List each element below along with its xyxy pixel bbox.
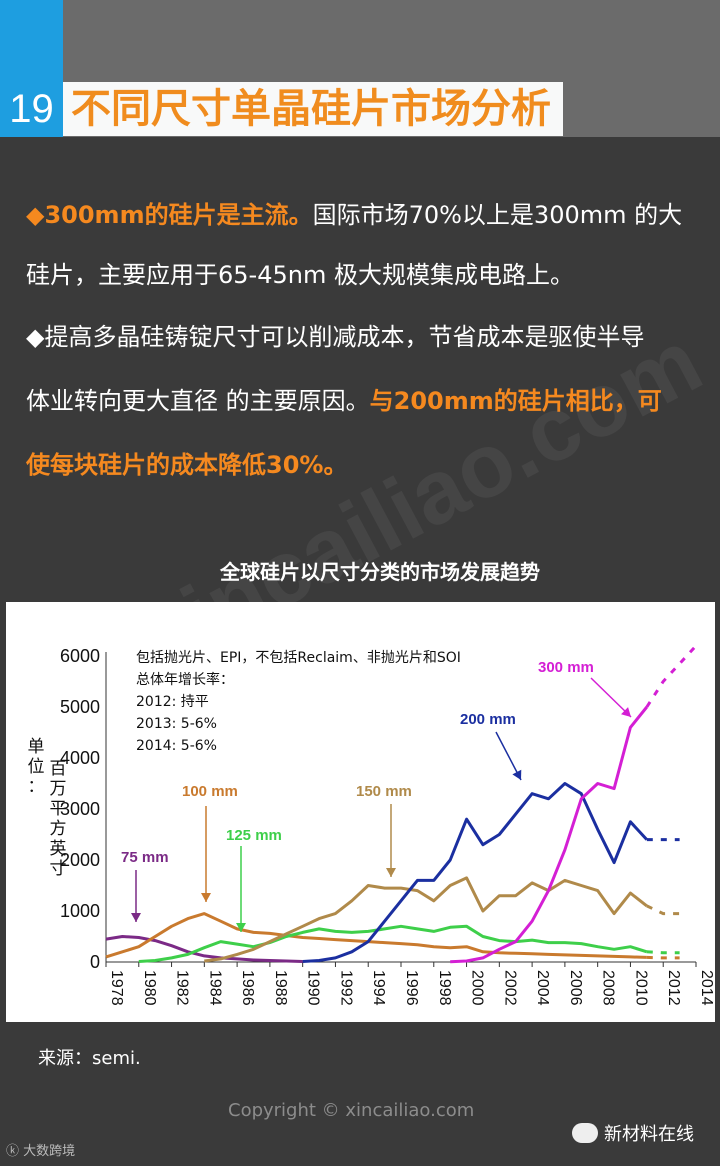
x-tick-label: 2012 (665, 970, 682, 1006)
annotation-arrowhead (512, 769, 522, 780)
y-axis-label-char: 百 (50, 759, 67, 779)
annotation-arrowhead (236, 923, 246, 932)
number-block (0, 0, 63, 137)
x-tick-label: 2010 (632, 970, 649, 1006)
forecast-line-125mm (646, 950, 680, 955)
paragraph-line: 使每块硅片的成本降低30%。 (26, 448, 706, 482)
x-tick-label: 2008 (600, 970, 617, 1006)
highlight-text: 使每块硅片的成本降低30%。 (26, 451, 348, 479)
section-number: 19 (9, 87, 54, 131)
x-tick-label: 1992 (337, 970, 354, 1006)
x-tick-label: 1988 (272, 970, 289, 1006)
chart-note: 包括抛光片、EPI，不包括Reclaim、非抛光片和SOI (136, 650, 461, 666)
wechat-icon (572, 1123, 598, 1143)
series-line-200mm (302, 782, 648, 963)
y-tick-label: 4000 (60, 748, 100, 768)
series-line-125mm (138, 924, 648, 963)
x-tick-label: 2014 (698, 970, 715, 1006)
brand-name: 新材料在线 (604, 1124, 694, 1145)
y-tick-label: 6000 (60, 646, 100, 666)
chart-note: 2013: 5-6% (136, 716, 217, 732)
paragraph-line: ◆提高多晶硅铸锭尺寸可以削减成本，节省成本是驱使半导 (26, 320, 706, 354)
corner-logo-icon: ⓚ (6, 1144, 20, 1159)
y-tick-label: 1000 (60, 901, 100, 921)
copyright: Copyright © xincailiao.com (228, 1100, 475, 1121)
y-axis-label-char: 单 (28, 737, 45, 757)
chart-note: 2014: 5-6% (136, 738, 217, 754)
annotation-arrow (495, 731, 522, 781)
x-tick-label: 1984 (206, 970, 223, 1006)
y-tick-label: 2000 (60, 850, 100, 870)
forecast-line-100mm (646, 955, 680, 960)
chart-container: 0 1000 2000 3000 4000 5000 6000 1978 1980 1982 198… (6, 602, 715, 1022)
y-tick-label: 5000 (60, 697, 100, 717)
series-line-75mm (105, 935, 303, 963)
x-tick-label: 1978 (108, 970, 125, 1006)
y-axis-label-char: 平 (50, 799, 67, 819)
series-annotation: 125 mm (226, 827, 282, 844)
x-tick-label: 2002 (501, 970, 518, 1006)
annotation-arrowhead (386, 868, 396, 877)
x-tick-label: 1980 (141, 970, 158, 1006)
page-title: 不同尺寸单晶硅片市场分析 (63, 82, 563, 136)
x-tick-label: 1982 (174, 970, 191, 1006)
source-note: 来源：semi. (38, 1048, 141, 1069)
series-line-150mm (204, 876, 648, 963)
y-axis-label-char: 位 (28, 757, 45, 777)
body-text: ◆提高多晶硅铸锭尺寸可以削减成本，节省成本是驱使半导 (26, 323, 645, 351)
chart-title: 全球硅片以尺寸分类的市场发展趋势 (220, 560, 540, 584)
annotation-arrowhead (621, 707, 631, 717)
highlight-text: 与200mm的硅片相比，可 (369, 387, 662, 415)
series-annotation: 150 mm (356, 783, 412, 800)
paragraph-line: 体业转向更大直径 的主要原因。与200mm的硅片相比，可 (26, 384, 706, 418)
x-tick-label: 2006 (567, 970, 584, 1006)
y-axis-label-char: 万 (50, 779, 67, 799)
line-chart: 0 1000 2000 3000 4000 5000 6000 1978 1980 1982 198… (28, 644, 715, 1006)
body-text: 国际市场70%以上是300mm 的大 (312, 201, 683, 229)
chart-note: 2012: 持平 (136, 694, 209, 710)
annotation-arrowhead (131, 913, 141, 922)
y-axis-label-char: 方 (50, 819, 67, 839)
body-text: 体业转向更大直径 的主要原因。 (26, 387, 370, 415)
series-line-100mm (105, 912, 647, 959)
highlight-text: ◆300mm的硅片是主流。 (26, 201, 313, 229)
y-axis-label-char: 英 (50, 839, 67, 859)
x-tick-label: 2004 (534, 970, 551, 1006)
x-tick-label: 1986 (239, 970, 256, 1006)
x-tick-label: 2000 (469, 970, 486, 1006)
series-annotation: 75 mm (121, 849, 169, 866)
forecast-line-300mm (645, 644, 698, 708)
series-line-300mm (450, 706, 648, 964)
y-axis-label-char: ： (28, 777, 45, 797)
brand: 新材料在线 (572, 1120, 694, 1146)
paragraph-line: ◆300mm的硅片是主流。国际市场70%以上是300mm 的大 (26, 198, 706, 232)
forecast-line-150mm (646, 904, 680, 916)
y-tick-label: 3000 (60, 799, 100, 819)
body-text: 硅片，主要应用于65-45nm 极大规模集成电路上。 (26, 261, 574, 289)
annotation-arrowhead (201, 893, 211, 902)
annotation-arrow (590, 677, 632, 718)
y-axis-label-char: 寸 (50, 859, 67, 879)
y-tick-label: 0 (90, 952, 100, 972)
chart-note: 总体年增长率： (136, 671, 234, 688)
x-tick-label: 1998 (436, 970, 453, 1006)
corner-logo-text: 大数跨境 (23, 1144, 76, 1159)
series-annotation: 200 mm (460, 711, 516, 728)
x-tick-label: 1996 (403, 970, 420, 1006)
x-tick-label: 1994 (370, 970, 387, 1006)
x-tick-label: 1990 (305, 970, 322, 1006)
series-annotation: 300 mm (538, 659, 594, 676)
corner-logo: ⓚ 大数跨境 (6, 1140, 75, 1159)
series-annotation: 100 mm (182, 783, 238, 800)
paragraph-line: 硅片，主要应用于65-45nm 极大规模集成电路上。 (26, 258, 706, 292)
